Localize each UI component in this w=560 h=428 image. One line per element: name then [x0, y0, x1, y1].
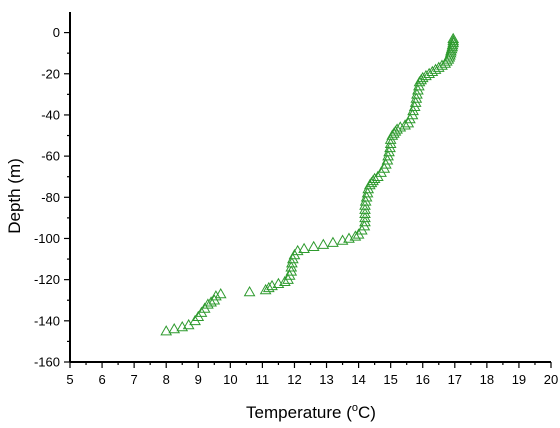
x-tick-label: 11: [256, 372, 270, 387]
data-point: [262, 281, 275, 293]
data-point: [447, 32, 460, 44]
data-point: [379, 158, 392, 169]
y-tick-label: -140: [34, 313, 60, 328]
data-point: [394, 121, 407, 132]
data-point: [426, 65, 439, 76]
data-point: [282, 273, 294, 284]
x-tick-label: 5: [66, 372, 73, 387]
data-point: [287, 253, 299, 264]
x-axis-label-pre: Temperature (: [246, 403, 352, 422]
x-axis-label-post: C): [358, 403, 376, 422]
x-tick-label: 18: [480, 372, 494, 387]
data-point: [189, 314, 201, 326]
y-tick-label: -60: [41, 149, 60, 164]
data-point: [399, 119, 411, 130]
y-axis-label: Depth (m): [5, 158, 24, 234]
y-tick-label: 0: [53, 25, 60, 40]
data-point: [243, 285, 256, 297]
data-point: [205, 296, 217, 307]
data-point: [298, 242, 310, 254]
x-tick-label: 20: [544, 372, 558, 387]
data-point: [407, 104, 419, 116]
data-point: [259, 283, 272, 295]
y-tick-label: -20: [41, 66, 60, 81]
x-axis-label-sup: o: [352, 402, 358, 414]
data-point: [409, 96, 422, 107]
x-tick-label: 10: [223, 372, 237, 387]
x-ticks: 5 6 7 8 9 10 11 12 13 14 15 16 17 18 19 20: [66, 362, 558, 387]
data-point: [278, 275, 291, 286]
y-tick-label: -80: [41, 190, 60, 205]
data-point: [317, 238, 330, 249]
x-tick-label: 16: [415, 372, 429, 387]
data-point: [285, 265, 298, 276]
y-tick-label: -100: [34, 231, 60, 246]
data-point: [412, 84, 424, 95]
data-point: [168, 323, 181, 334]
data-point: [327, 236, 339, 247]
data-point: [349, 230, 362, 241]
data-point: [371, 170, 384, 181]
data-point: [272, 277, 285, 289]
data-markers: [160, 32, 460, 336]
data-point: [336, 234, 349, 245]
x-tick-label: 14: [351, 372, 365, 387]
x-tick-label: 19: [512, 372, 526, 387]
data-point: [362, 183, 375, 194]
data-point: [384, 137, 397, 149]
data-point: [214, 288, 227, 299]
x-tick-label: 9: [195, 372, 202, 387]
data-point: [408, 100, 421, 111]
x-axis-label: Temperature (oC): [246, 402, 376, 422]
y-tick-label: -120: [34, 272, 60, 287]
x-tick-label: 17: [448, 372, 462, 387]
data-point: [432, 61, 445, 72]
data-point: [410, 92, 423, 103]
data-point: [420, 69, 432, 81]
data-point: [288, 248, 301, 260]
data-point: [386, 129, 399, 140]
data-point: [384, 141, 396, 153]
data-point: [381, 154, 394, 165]
data-point: [182, 318, 195, 330]
data-point: [307, 240, 320, 251]
data-point: [423, 67, 436, 79]
data-point: [343, 232, 355, 243]
data-point: [176, 320, 189, 332]
y-tick-label: -160: [34, 355, 60, 370]
data-point: [413, 75, 426, 87]
y-tick-label: -40: [41, 107, 60, 122]
data-point: [352, 228, 365, 239]
data-point: [361, 187, 374, 198]
x-tick-label: 12: [287, 372, 301, 387]
data-point: [208, 294, 221, 305]
data-point: [283, 269, 296, 280]
data-point: [439, 57, 452, 68]
data-point: [360, 191, 373, 202]
data-point: [402, 117, 415, 128]
data-point: [285, 261, 298, 272]
x-tick-label: 6: [98, 372, 105, 387]
data-point: [160, 325, 173, 336]
data-point: [266, 279, 278, 291]
data-point: [210, 290, 222, 301]
data-point: [382, 150, 394, 161]
data-point: [436, 59, 448, 70]
data-point: [429, 63, 442, 74]
data-point: [359, 215, 371, 227]
x-tick-label: 13: [319, 372, 333, 387]
x-tick-label: 8: [163, 372, 170, 387]
data-point: [411, 88, 423, 99]
y-ticks: 0 -20 -40 -60 -80 -100 -120 -140 -160: [34, 25, 70, 370]
data-point: [413, 80, 425, 91]
data-point: [404, 113, 416, 124]
data-point: [363, 178, 376, 190]
x-tick-label: 15: [383, 372, 397, 387]
x-tick-label: 7: [131, 372, 138, 387]
data-point: [383, 145, 395, 157]
